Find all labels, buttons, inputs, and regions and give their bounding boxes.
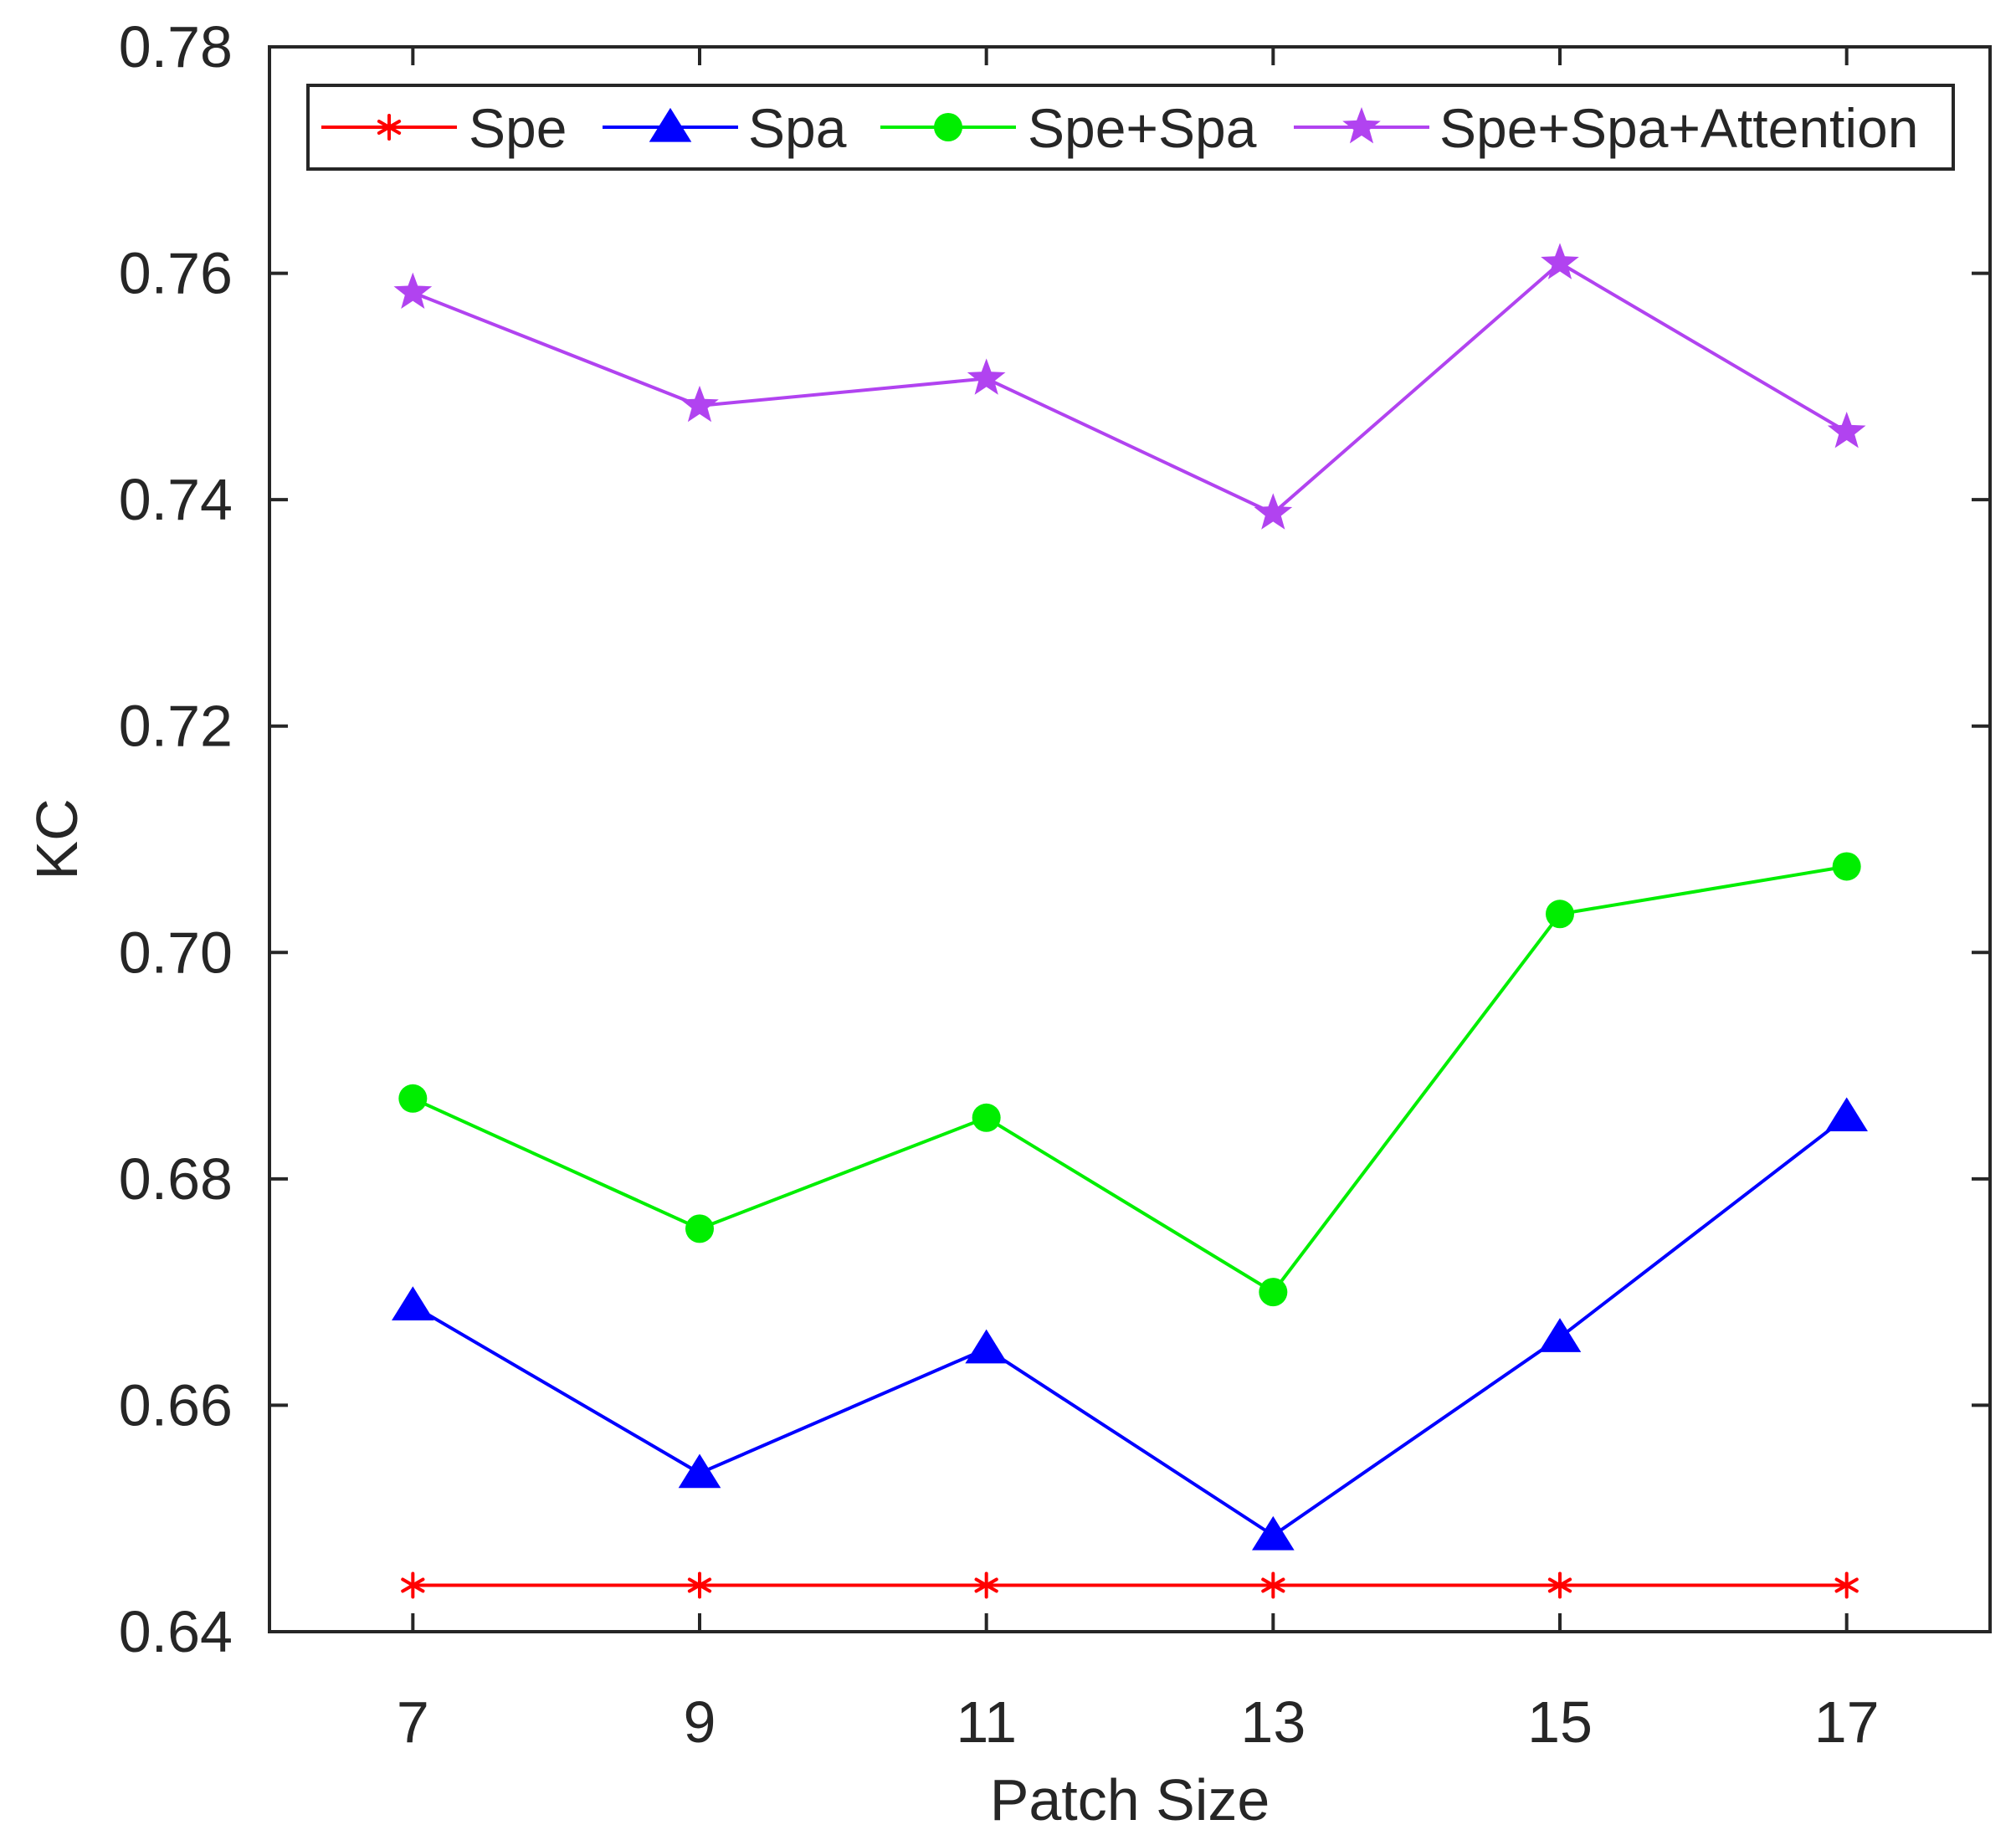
data-point-spe-spa [685,1214,714,1243]
data-point-spe-spa-attention [967,358,1006,395]
series-line-spa [412,1115,1848,1537]
data-point-spe-spa-attention [1541,243,1579,279]
data-point-spa [392,1286,434,1320]
plot-area [392,243,1868,1599]
y-tick-label: 0.74 [119,467,233,532]
y-tick-label: 0.78 [119,14,233,79]
data-point-spe [1547,1571,1572,1599]
legend-label: Spa [748,97,847,159]
data-point-spe-spa-attention [1827,412,1866,449]
data-point-spe [401,1571,425,1599]
data-point-spe-spa [972,1103,1001,1132]
y-tick-label: 0.76 [119,241,233,306]
x-axis-label: Patch Size [990,1767,1270,1830]
x-tick-labels: 7 9 11 13 15 17 [397,1689,1880,1755]
legend-box [306,84,1955,171]
x-tick-label: 7 [397,1689,429,1755]
series-line-spe-spa [412,864,1848,1294]
legend-label: Spe+Spa [1028,97,1257,159]
data-point-spa [1252,1515,1295,1551]
data-point-spe [687,1571,712,1599]
x-tick-label: 11 [956,1689,1017,1755]
axes-box [268,45,1992,1633]
data-point-spe-spa-attention [1254,493,1293,530]
axis-ticks [269,45,1990,1633]
x-tick-label: 17 [1814,1689,1880,1755]
x-tick-label: 15 [1527,1689,1593,1755]
legend-label: Spe+Spa+Attention [1439,97,1918,159]
y-tick-label: 0.66 [119,1372,233,1438]
data-point-spe [1834,1571,1859,1599]
data-point-spe [974,1571,998,1599]
legend-marker [649,107,692,142]
data-point-spe-spa [398,1084,428,1113]
data-point-spe-spa [1832,852,1861,881]
legend-label: Spe [469,97,567,159]
data-point-spe-spa-attention [393,272,433,309]
y-tick-label: 0.64 [119,1599,233,1664]
series-line-spe-spa-attention [412,261,1848,515]
data-point-spe [1261,1571,1285,1599]
legend: Spe Spa Spe+Spa Spe+Spa+Attention [306,84,1955,171]
legend-marker [1342,107,1381,144]
y-axis-label: KC [24,798,90,879]
legend-marker [934,113,962,141]
y-tick-label: 0.72 [119,694,233,759]
y-tick-label: 0.70 [119,920,233,985]
x-tick-label: 13 [1240,1689,1306,1755]
data-point-spe-spa [1546,900,1574,929]
data-point-spa [1538,1318,1582,1352]
data-point-spa [965,1329,1008,1364]
data-point-spa [1825,1097,1868,1132]
x-tick-label: 9 [684,1689,716,1755]
legend-marker [377,114,402,141]
data-point-spe-spa-attention [680,385,719,423]
y-tick-labels: 0.64 0.66 0.68 0.70 0.72 0.74 0.76 0.78 [119,14,233,1664]
data-point-spe-spa [1259,1278,1288,1307]
y-tick-label: 0.68 [119,1146,233,1212]
data-point-spa [678,1453,721,1489]
